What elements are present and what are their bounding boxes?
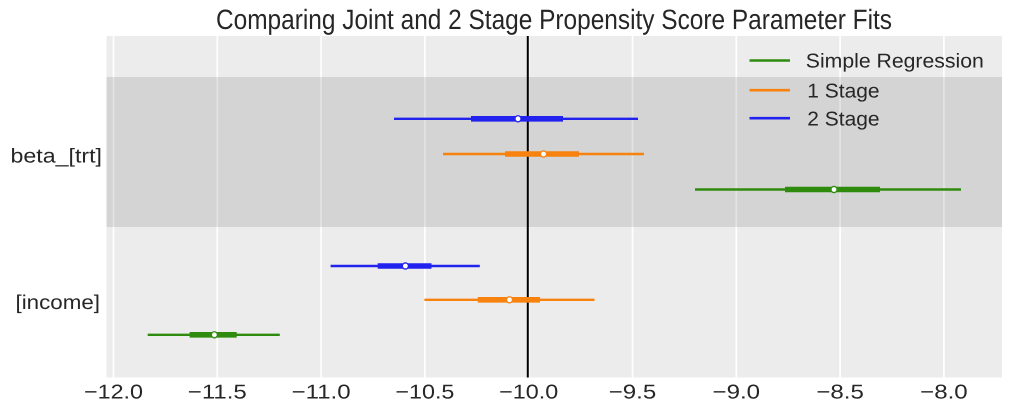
svg-text:−10.5: −10.5 xyxy=(395,381,454,403)
svg-text:1 Stage: 1 Stage xyxy=(807,81,879,103)
svg-text:−10.0: −10.0 xyxy=(499,381,558,403)
svg-text:Comparing Joint and 2 Stage Pr: Comparing Joint and 2 Stage Propensity S… xyxy=(216,4,892,35)
svg-text:Simple Regression: Simple Regression xyxy=(806,51,984,73)
svg-text:beta_[trt]: beta_[trt] xyxy=(11,146,103,168)
svg-text:[income]: [income] xyxy=(16,292,101,314)
svg-text:−9.0: −9.0 xyxy=(713,381,761,403)
svg-text:−9.5: −9.5 xyxy=(609,381,657,403)
svg-text:2 Stage: 2 Stage xyxy=(807,109,879,131)
svg-text:−12.0: −12.0 xyxy=(84,381,143,403)
svg-text:−11.5: −11.5 xyxy=(188,381,247,403)
svg-text:−8.5: −8.5 xyxy=(816,381,864,403)
svg-text:−11.0: −11.0 xyxy=(292,381,351,403)
svg-text:−8.0: −8.0 xyxy=(920,381,968,403)
